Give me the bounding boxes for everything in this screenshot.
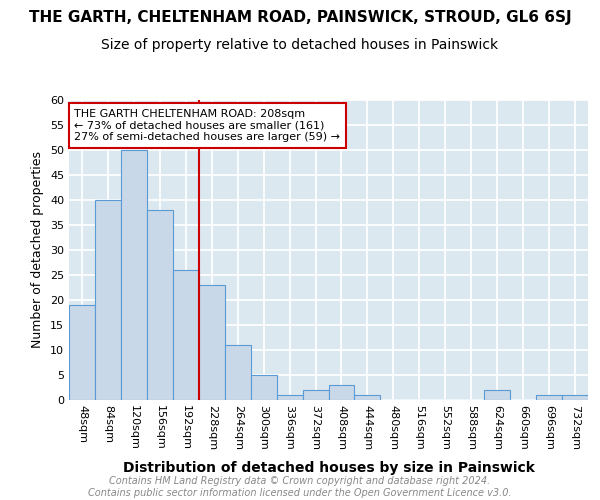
Y-axis label: Number of detached properties: Number of detached properties [31, 152, 44, 348]
Bar [355, 395, 380, 400]
Bar [277, 395, 302, 400]
Bar [329, 385, 355, 400]
Bar [199, 285, 224, 400]
Bar [69, 305, 95, 400]
Bar [121, 150, 147, 400]
Text: THE GARTH CHELTENHAM ROAD: 208sqm
← 73% of detached houses are smaller (161)
27%: THE GARTH CHELTENHAM ROAD: 208sqm ← 73% … [74, 109, 340, 142]
Bar [562, 395, 588, 400]
Bar [173, 270, 199, 400]
Text: THE GARTH, CHELTENHAM ROAD, PAINSWICK, STROUD, GL6 6SJ: THE GARTH, CHELTENHAM ROAD, PAINSWICK, S… [29, 10, 571, 25]
Bar [484, 390, 510, 400]
Text: Size of property relative to detached houses in Painswick: Size of property relative to detached ho… [101, 38, 499, 52]
Bar [95, 200, 121, 400]
X-axis label: Distribution of detached houses by size in Painswick: Distribution of detached houses by size … [122, 461, 535, 475]
Bar [536, 395, 562, 400]
Bar [302, 390, 329, 400]
Text: Contains HM Land Registry data © Crown copyright and database right 2024.
Contai: Contains HM Land Registry data © Crown c… [88, 476, 512, 498]
Bar [225, 345, 251, 400]
Bar [147, 210, 173, 400]
Bar [251, 375, 277, 400]
